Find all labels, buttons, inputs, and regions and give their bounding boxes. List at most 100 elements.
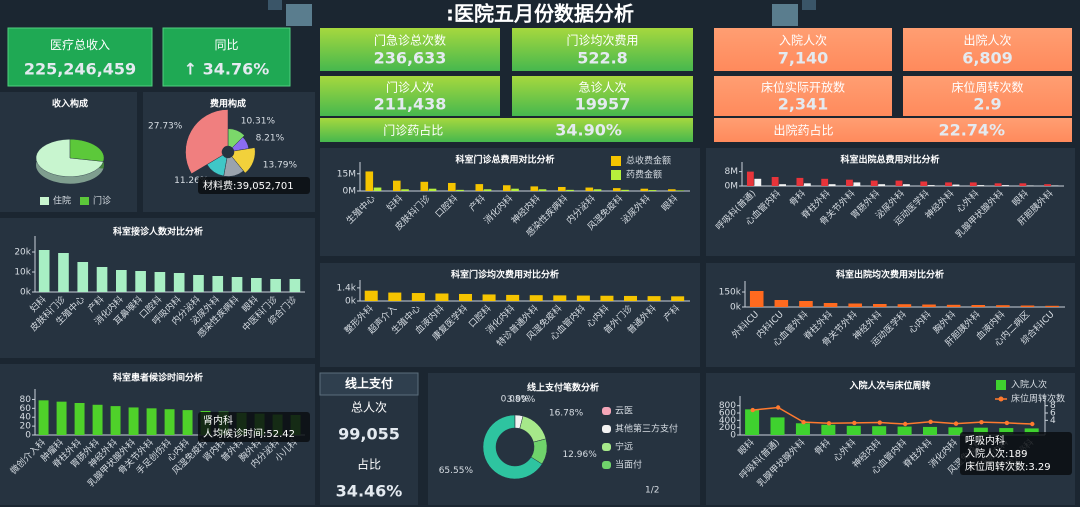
bar xyxy=(952,184,960,186)
kpi-label: 门诊均次费用 xyxy=(566,32,638,47)
bar xyxy=(182,410,193,435)
legend-swatch xyxy=(602,443,611,451)
decor xyxy=(286,4,312,26)
bar xyxy=(428,188,437,191)
legend-swatch xyxy=(602,425,611,433)
bar xyxy=(745,409,760,435)
panel xyxy=(706,263,1075,367)
bar xyxy=(948,427,963,435)
kpi-card xyxy=(320,76,500,116)
chart-title: 收入构成 xyxy=(52,98,88,110)
bar xyxy=(393,180,401,191)
data-label: 11.26% xyxy=(174,176,209,186)
kpi-label: 门诊药占比 xyxy=(383,123,443,138)
kpi-card xyxy=(162,27,291,87)
kpi-label: 床位实际开放数 xyxy=(761,80,845,95)
bar xyxy=(945,182,952,186)
data-label: 16.78% xyxy=(549,408,584,418)
bar xyxy=(92,404,103,435)
bar xyxy=(668,189,676,191)
bar xyxy=(58,253,69,292)
bar xyxy=(846,425,861,435)
bar xyxy=(110,406,121,435)
panel xyxy=(320,148,700,256)
y-tick-label: 10k xyxy=(14,268,31,278)
chart-title: 科室门诊均次费用对比分析 xyxy=(451,269,559,281)
bar xyxy=(749,291,764,307)
bar xyxy=(770,417,785,435)
bar xyxy=(38,250,50,292)
bar xyxy=(895,180,903,186)
kpi-value: 6,809 xyxy=(962,48,1013,67)
kpi-label: 同比 xyxy=(214,38,238,52)
bar xyxy=(999,428,1014,435)
line-point xyxy=(903,421,908,427)
line-point xyxy=(750,407,755,413)
bar xyxy=(671,296,685,301)
bar xyxy=(456,189,464,191)
chart-title: 科室门诊总费用对比分析 xyxy=(455,154,554,166)
bar xyxy=(364,290,378,301)
bar xyxy=(973,427,988,435)
bar xyxy=(212,276,224,292)
line-point xyxy=(801,419,806,425)
bar xyxy=(676,190,684,191)
kpi-label: 门诊人次 xyxy=(386,80,434,95)
kpi-label: 医疗总收入 xyxy=(50,38,110,52)
bar xyxy=(388,292,402,301)
bar xyxy=(996,305,1010,307)
pie-slice xyxy=(231,147,256,174)
data-label: 65.55% xyxy=(439,466,474,476)
y-tick-label: 80 xyxy=(20,395,32,405)
chart-title: 科室接诊人数对比分析 xyxy=(113,226,203,238)
kpi-value: 236,633 xyxy=(374,48,447,67)
legend-page: 1/2 xyxy=(645,486,659,496)
bar xyxy=(923,426,938,435)
bar xyxy=(795,423,810,435)
section-title: 线上支付 xyxy=(345,376,393,391)
y-tick-label: 0k xyxy=(20,288,32,298)
bar xyxy=(435,293,449,301)
bar xyxy=(511,188,519,191)
kpi-card xyxy=(512,28,693,71)
kpi-label: 出院药占比 xyxy=(773,123,833,138)
legend-swatch xyxy=(611,170,621,180)
decor xyxy=(772,4,798,26)
y-tick-label: 1.4k xyxy=(336,283,356,293)
bar xyxy=(897,304,912,307)
y-tick-label: 0k xyxy=(345,297,357,307)
stat-label: 占比 xyxy=(357,457,381,472)
bar xyxy=(897,426,912,435)
line-point xyxy=(1004,420,1010,426)
bar xyxy=(799,301,813,307)
legend-swatch xyxy=(996,380,1006,390)
kpi-label: 急诊人次 xyxy=(578,80,626,95)
chart-title: 线上支付笔数分析 xyxy=(527,382,599,394)
bar xyxy=(164,409,175,435)
kpi-card xyxy=(714,118,1072,142)
panel xyxy=(320,263,700,367)
bar xyxy=(585,187,594,191)
bar xyxy=(946,304,961,307)
stat-value: 99,055 xyxy=(338,425,400,444)
tooltip-text: 肾内科 xyxy=(203,414,233,427)
kpi-value: 22.74% xyxy=(938,121,1005,140)
kpi-value: 211,438 xyxy=(374,94,447,113)
bar xyxy=(977,185,985,186)
y-tick-label: 15M xyxy=(337,169,356,179)
bar xyxy=(1026,185,1034,186)
y-tick-label: 0 xyxy=(25,431,31,441)
pie-slice xyxy=(69,139,105,162)
bar xyxy=(459,293,473,301)
tooltip-text: 床位周转次数:3.29 xyxy=(965,460,1051,473)
kpi-value: 2,341 xyxy=(778,94,829,113)
tooltip-text: 材料费:39,052,701 xyxy=(203,179,294,192)
bar xyxy=(878,184,886,186)
bar xyxy=(994,183,1002,186)
line-point xyxy=(877,420,882,425)
data-label: 0.08% xyxy=(501,395,530,405)
bar xyxy=(746,171,754,186)
tooltip-text: 入院人次:189 xyxy=(965,447,1027,460)
bar xyxy=(969,182,977,186)
